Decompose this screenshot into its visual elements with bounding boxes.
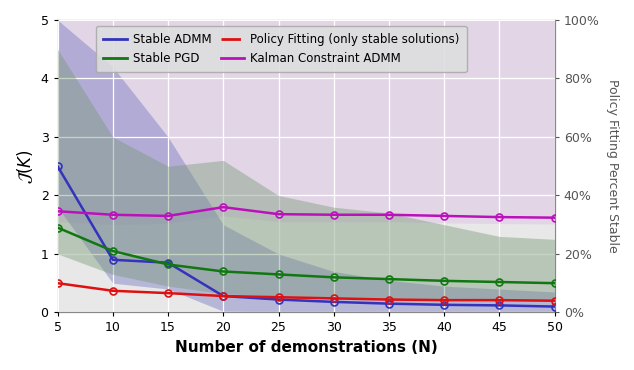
Y-axis label: Policy Fitting Percent Stable: Policy Fitting Percent Stable xyxy=(606,79,619,253)
Y-axis label: $\mathcal{J}(K)$: $\mathcal{J}(K)$ xyxy=(15,149,35,184)
Legend: Stable ADMM, Stable PGD, Policy Fitting (only stable solutions), Kalman Constrai: Stable ADMM, Stable PGD, Policy Fitting … xyxy=(96,26,467,72)
X-axis label: Number of demonstrations (N): Number of demonstrations (N) xyxy=(175,340,437,355)
